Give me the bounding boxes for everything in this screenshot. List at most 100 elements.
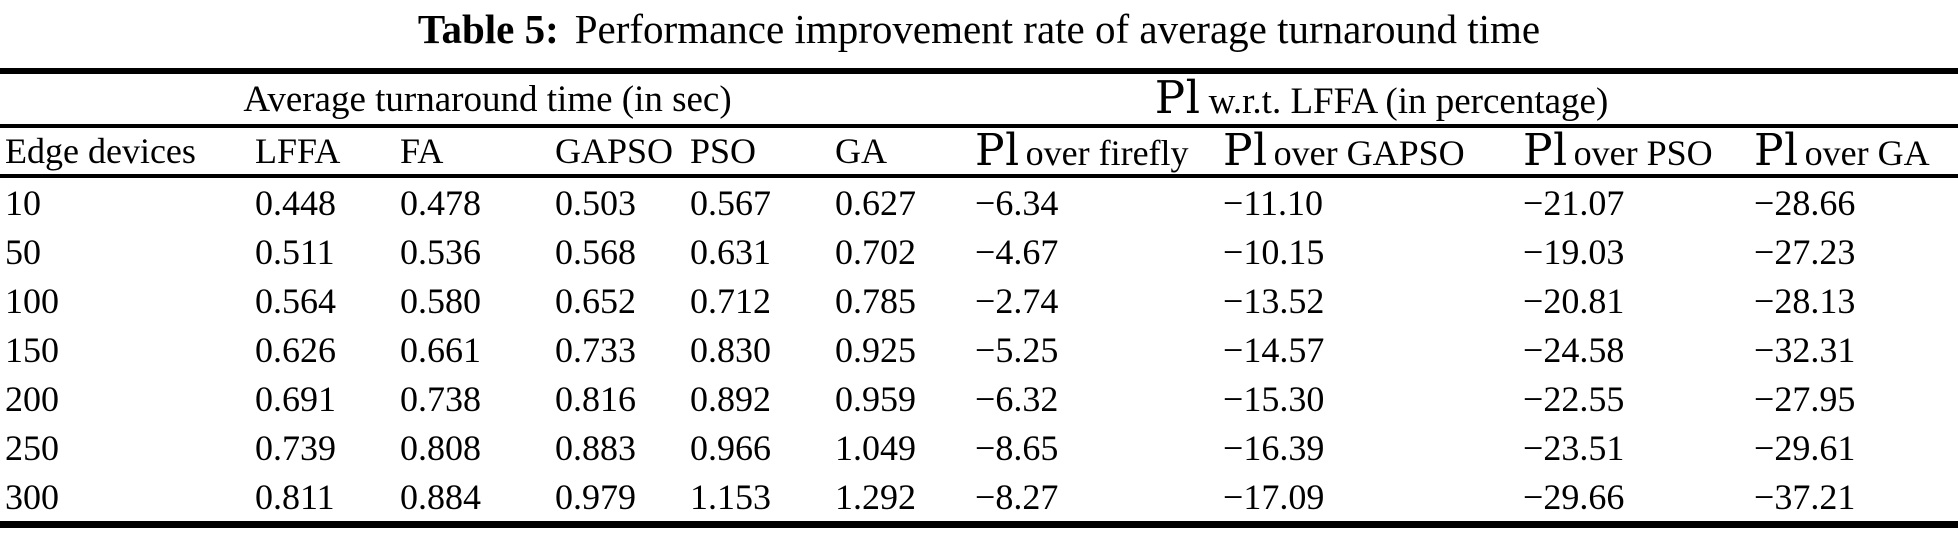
- value-cell: −21.07: [1523, 182, 1625, 223]
- table-head: Average turnaround time (in sec) Pl w.r.t…: [0, 71, 1958, 178]
- value-cell: −20.81: [1523, 280, 1625, 321]
- value-cell: 0.811: [255, 476, 335, 517]
- column-header-label: GA: [835, 131, 887, 171]
- value-cell: 0.691: [255, 378, 336, 419]
- value-cell: −15.30: [1223, 378, 1325, 419]
- value-cell: −37.21: [1754, 476, 1856, 517]
- value-cell: 0.564: [255, 280, 336, 321]
- value-cell: 0.511: [255, 231, 335, 272]
- value-cell: −14.57: [1223, 329, 1325, 370]
- value-cell: −10.15: [1223, 231, 1325, 272]
- value-cell: −6.34: [975, 182, 1059, 223]
- value-cell: 0.536: [400, 231, 481, 272]
- value-cell: 0.979: [555, 476, 636, 517]
- value-cell: 0.712: [690, 280, 771, 321]
- column-header: GA: [830, 126, 971, 178]
- column-header: Pl over GA: [1749, 124, 1958, 178]
- column-header: GAPSO: [550, 126, 685, 178]
- value-cell: 0.884: [400, 476, 481, 517]
- pl-symbol: Pl: [1154, 71, 1201, 124]
- value-cell: 0.478: [400, 182, 481, 223]
- table-row: 150 0.626 0.661 0.733 0.830 0.925 −5.25 −14.57 −…: [0, 325, 1958, 374]
- table-row: 250 0.739 0.808 0.883 0.966 1.049 −8.65 −16.39 −…: [0, 423, 1958, 472]
- row-header-cell: 10: [5, 182, 41, 223]
- value-cell: 0.808: [400, 427, 481, 468]
- table-body: 10 0.448 0.478 0.503 0.567 0.627 −6.34 −11.10 −2…: [0, 176, 1958, 525]
- value-cell: −27.95: [1754, 378, 1856, 419]
- column-header: LFFA: [250, 126, 395, 178]
- row-header-cell: 300: [5, 476, 59, 517]
- value-cell: 0.830: [690, 329, 771, 370]
- value-cell: 0.733: [555, 329, 636, 370]
- group-header-turnaround: Average turnaround time (in sec): [0, 71, 971, 128]
- value-cell: 0.627: [835, 182, 916, 223]
- value-cell: 0.883: [555, 427, 636, 468]
- column-header-label: PSO: [690, 131, 757, 171]
- value-cell: −29.61: [1754, 427, 1856, 468]
- value-cell: 0.702: [835, 231, 916, 272]
- column-header: PSO: [685, 126, 830, 178]
- column-header: FA: [395, 126, 550, 178]
- table-row: 50 0.511 0.536 0.568 0.631 0.702 −4.67 −10.15 −1…: [0, 227, 1958, 276]
- column-header: Pl over GAPSO: [1218, 124, 1519, 178]
- table-caption-text: Performance improvement rate of average …: [574, 6, 1541, 52]
- value-cell: 0.631: [690, 231, 771, 272]
- value-cell: −2.74: [975, 280, 1059, 321]
- column-header-label: over firefly: [1025, 132, 1189, 173]
- group-header-turnaround-label: Average turnaround time (in sec): [243, 78, 732, 120]
- pl-symbol: Pl: [1523, 124, 1568, 176]
- value-cell: −11.10: [1223, 182, 1323, 223]
- value-cell: 0.580: [400, 280, 481, 321]
- value-cell: 1.292: [835, 476, 916, 517]
- value-cell: 0.448: [255, 182, 336, 223]
- value-cell: −4.67: [975, 231, 1059, 272]
- table-caption: Table 5: Performance improvement rate of …: [0, 2, 1958, 56]
- row-header-cell: 100: [5, 280, 59, 321]
- value-cell: −17.09: [1223, 476, 1325, 517]
- value-cell: 0.785: [835, 280, 916, 321]
- value-cell: −22.55: [1523, 378, 1625, 419]
- row-header-cell: 50: [5, 231, 41, 272]
- value-cell: 0.738: [400, 378, 481, 419]
- group-header-row: Average turnaround time (in sec) Pl w.r.t…: [0, 71, 1958, 128]
- pl-symbol: Pl: [1754, 124, 1799, 176]
- value-cell: 0.739: [255, 427, 336, 468]
- value-cell: 0.925: [835, 329, 916, 370]
- row-header-cell: 150: [5, 329, 59, 370]
- value-cell: −13.52: [1223, 280, 1325, 321]
- column-header-label: LFFA: [255, 131, 341, 171]
- column-header-row: Edge devices LFFA FA GAPSO PSO GA Pl over firef…: [0, 124, 1958, 178]
- column-header-label: over GAPSO: [1273, 132, 1465, 173]
- pl-symbol: Pl: [1223, 124, 1268, 176]
- row-header-cell: 200: [5, 378, 59, 419]
- value-cell: −28.13: [1754, 280, 1856, 321]
- value-cell: 0.568: [555, 231, 636, 272]
- table-row: 300 0.811 0.884 0.979 1.153 1.292 −8.27 −17.09 −…: [0, 472, 1958, 525]
- value-cell: −29.66: [1523, 476, 1625, 517]
- table-row: 10 0.448 0.478 0.503 0.567 0.627 −6.34 −11.10 −2…: [0, 176, 1958, 227]
- performance-table: Average turnaround time (in sec) Pl w.r.t…: [0, 68, 1958, 528]
- value-cell: 0.567: [690, 182, 771, 223]
- column-header: Pl over firefly: [970, 126, 1219, 178]
- value-cell: 0.652: [555, 280, 636, 321]
- column-header-label: FA: [400, 131, 444, 171]
- value-cell: −27.23: [1754, 231, 1856, 272]
- value-cell: −16.39: [1223, 427, 1325, 468]
- value-cell: 0.661: [400, 329, 481, 370]
- value-cell: 1.153: [690, 476, 771, 517]
- column-header-label: Edge devices: [5, 131, 196, 171]
- value-cell: −32.31: [1754, 329, 1856, 370]
- row-header-cell: 250: [5, 427, 59, 468]
- column-header-label: over GA: [1804, 132, 1930, 173]
- value-cell: 0.626: [255, 329, 336, 370]
- value-cell: −8.65: [975, 427, 1059, 468]
- value-cell: −23.51: [1523, 427, 1625, 468]
- value-cell: 0.503: [555, 182, 636, 223]
- value-cell: 1.049: [835, 427, 916, 468]
- value-cell: 0.816: [555, 378, 636, 419]
- value-cell: −19.03: [1523, 231, 1625, 272]
- value-cell: 0.959: [835, 378, 916, 419]
- value-cell: −8.27: [975, 476, 1059, 517]
- column-header-label: GAPSO: [555, 131, 674, 171]
